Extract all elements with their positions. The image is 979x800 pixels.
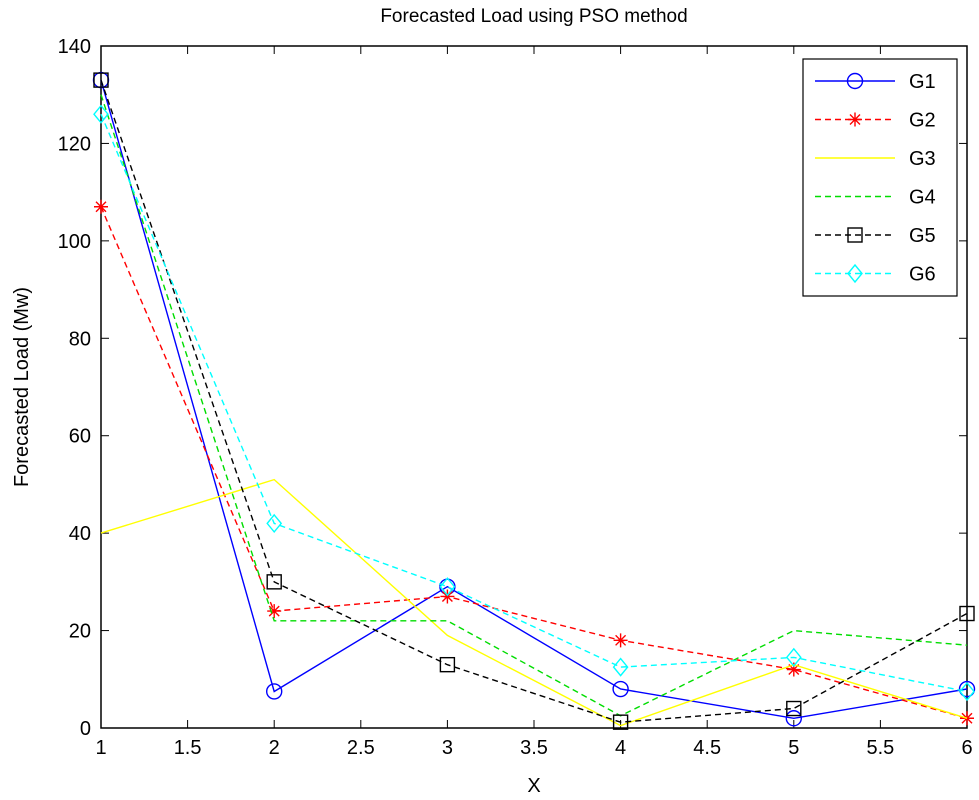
legend-label: G3: [909, 148, 936, 170]
legend-label: G2: [909, 110, 936, 132]
x-tick-label: 1: [95, 737, 106, 759]
data-point-G2: [267, 604, 282, 619]
x-axis-label: X: [527, 775, 540, 797]
series-G5: [93, 72, 975, 730]
data-point-G2: [613, 633, 628, 648]
series-line-G4: [100, 94, 968, 717]
legend: G1 G2 G3 G4 G5 G6: [802, 58, 958, 297]
legend-item-G4: G4: [815, 187, 936, 209]
x-tick-label: 6: [961, 737, 972, 759]
series-line-G5: [100, 79, 968, 723]
x-tick-label: 5.5: [866, 737, 894, 759]
series-line-G2: [100, 206, 968, 719]
data-point-G1: [958, 680, 976, 698]
x-tick-label: 4.5: [693, 737, 721, 759]
data-point-G6: [439, 577, 456, 597]
data-point-G1: [785, 710, 802, 727]
y-tick-label: 120: [58, 133, 91, 155]
x-tick-label: 2: [269, 737, 280, 759]
x-tick-label: 3.5: [520, 737, 548, 759]
data-point-G6: [93, 104, 109, 124]
y-tick-label: 80: [69, 328, 91, 350]
y-tick-label: 40: [69, 523, 91, 545]
data-point-G5: [612, 714, 629, 730]
data-point-G1: [612, 680, 629, 698]
legend-marker: [846, 72, 864, 90]
x-tick-label: 4: [615, 737, 626, 759]
series-G1: [92, 71, 976, 727]
series-G6: [93, 104, 975, 702]
legend-item-G1: G1: [815, 71, 936, 93]
legend-marker: [848, 112, 862, 127]
x-tick-label: 1.5: [174, 737, 202, 759]
y-axis-label: Forecasted Load (Mw): [11, 287, 33, 487]
data-point-G6: [959, 681, 975, 702]
series-line-G3: [100, 478, 968, 727]
legend-item-G5: G5: [815, 225, 936, 247]
data-point-G5: [93, 72, 109, 88]
legend-item-G6: G6: [815, 264, 936, 286]
data-point-G5: [786, 700, 802, 717]
legend-marker: [847, 227, 863, 243]
data-point-G6: [612, 657, 629, 677]
legend-label: G5: [909, 225, 936, 247]
series-line-G6: [100, 113, 968, 693]
data-point-G5: [439, 656, 456, 673]
legend-label: G6: [909, 264, 936, 286]
series-layer: [92, 71, 976, 730]
data-point-G2: [440, 589, 455, 604]
y-tick-label: 20: [69, 621, 91, 643]
data-point-G5: [959, 605, 975, 622]
y-tick-label: 140: [58, 36, 91, 58]
data-point-G5: [266, 574, 282, 590]
series-G4: [100, 94, 968, 717]
y-tick-label: 100: [58, 231, 91, 253]
x-tick-label: 5: [788, 737, 799, 759]
data-point-G6: [266, 513, 283, 534]
data-point-G2: [786, 662, 801, 677]
x-tick-label: 2.5: [347, 737, 375, 759]
data-point-G6: [785, 647, 802, 667]
data-point-G1: [266, 683, 283, 700]
chart-title: Forecasted Load using PSO method: [380, 6, 687, 27]
x-tick-label: 3: [442, 737, 453, 759]
y-tick-label: 60: [69, 426, 91, 448]
legend-item-G3: G3: [815, 148, 936, 170]
legend-marker: [847, 263, 863, 284]
series-G3: [100, 478, 968, 727]
y-tick-label: 0: [80, 718, 91, 740]
data-point-G2: [94, 199, 108, 214]
series-line-G1: [100, 79, 968, 720]
legend-label: G1: [909, 71, 936, 93]
legend-box: [802, 58, 958, 297]
legend-item-G2: G2: [815, 110, 936, 132]
legend-label: G4: [909, 187, 936, 209]
